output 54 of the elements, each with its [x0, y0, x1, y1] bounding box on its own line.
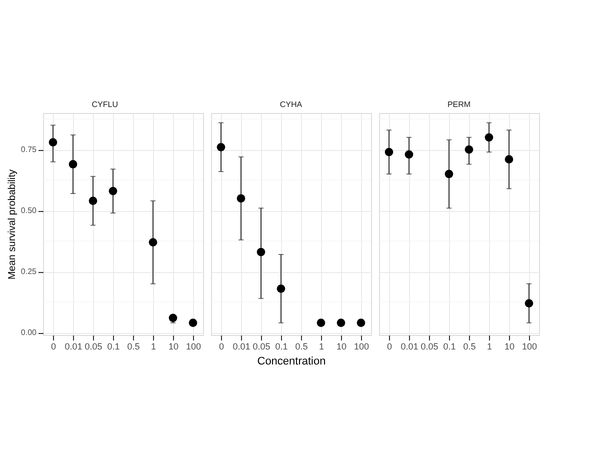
x-tick-label: 0.01 — [232, 342, 250, 352]
point — [356, 318, 366, 327]
x-tick-label: 0.5 — [295, 342, 308, 352]
x-tick-label: 100 — [522, 342, 538, 352]
x-axis-title: Concentration — [257, 356, 326, 368]
x-tick-label: 0.01 — [400, 342, 418, 352]
point — [504, 155, 514, 164]
point — [384, 148, 394, 156]
point — [88, 196, 98, 205]
point — [404, 150, 414, 159]
x-tick-label: 1 — [150, 342, 156, 352]
x-tick-label: 0.1 — [107, 342, 120, 352]
point — [188, 318, 198, 327]
y-tick-label: 0.50 — [20, 206, 38, 216]
x-tick-label: 100 — [354, 342, 370, 352]
point — [168, 314, 178, 322]
y-axis-title: Mean survival probability — [6, 169, 18, 280]
x-tick-label: 10 — [336, 342, 347, 352]
x-tick-label: 10 — [504, 342, 515, 352]
x-tick-label: 100 — [186, 342, 202, 352]
y-tick-label: 0.00 — [20, 328, 38, 338]
point — [108, 186, 118, 196]
point — [48, 138, 58, 146]
y-tick-label: 0.25 — [20, 267, 38, 276]
point — [276, 284, 286, 293]
point — [444, 170, 454, 178]
point — [148, 238, 158, 246]
y-tick-label: 0.75 — [20, 145, 38, 154]
point — [68, 160, 78, 168]
chart-title: CYFLU — [92, 100, 118, 109]
x-tick-label: 0.5 — [463, 342, 476, 352]
chart-title: PERM — [447, 100, 471, 109]
x-tick-label: 0.1 — [275, 342, 288, 352]
x-tick-label: 0.1 — [443, 342, 456, 352]
x-tick-label: 1 — [318, 342, 324, 352]
x-tick-label: 0 — [50, 342, 56, 352]
x-tick-label: 10 — [168, 342, 179, 352]
x-tick-label: 0 — [218, 342, 224, 352]
point — [524, 299, 534, 308]
point — [464, 145, 474, 154]
point — [256, 248, 266, 256]
x-tick-label: 0 — [386, 342, 392, 352]
x-tick-label: 1 — [486, 342, 492, 352]
x-tick-label: 0.05 — [84, 342, 102, 352]
x-tick-label: 0.05 — [252, 342, 270, 352]
chart-title: CYHA — [280, 100, 303, 109]
x-tick-label: 0.5 — [127, 342, 140, 352]
point — [484, 133, 494, 142]
point — [236, 194, 246, 203]
x-tick-label: 0.01 — [64, 342, 82, 352]
x-tick-label: 0.05 — [420, 342, 438, 352]
point — [336, 318, 346, 327]
point — [316, 318, 326, 327]
point — [216, 142, 226, 152]
